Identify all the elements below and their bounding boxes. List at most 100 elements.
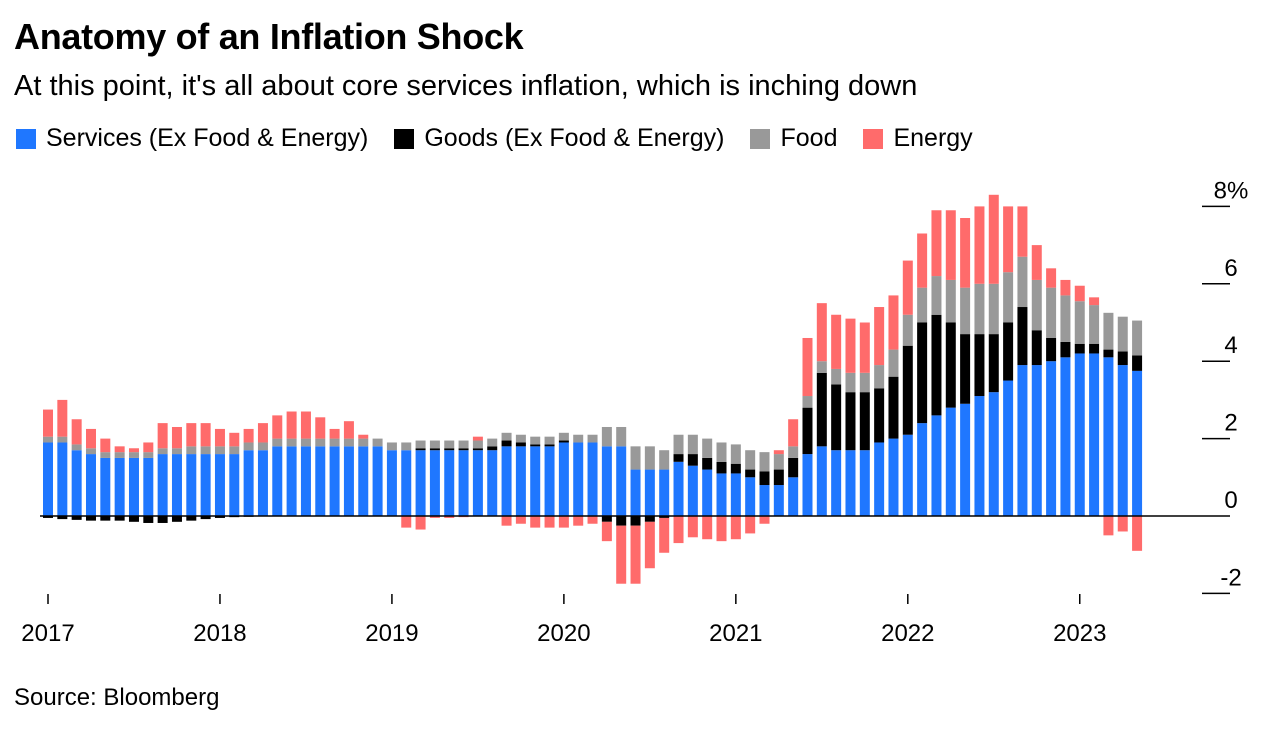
x-tick-label: 2021 <box>709 620 762 647</box>
bar-segment <box>257 423 268 443</box>
bar-segment <box>143 457 154 516</box>
bar-segment <box>501 446 512 516</box>
bar-segment <box>515 446 526 516</box>
bar-segment <box>286 446 297 516</box>
bar-segment <box>515 434 526 443</box>
bar-segment <box>530 444 541 447</box>
y-tick-label: -2 <box>1220 564 1241 591</box>
x-tick-label: 2020 <box>537 620 590 647</box>
bar-segment <box>487 446 498 451</box>
bar-segment <box>988 283 999 335</box>
bar-segment <box>931 276 942 315</box>
bar-segment <box>300 438 311 447</box>
bar-segment <box>472 436 483 441</box>
bar-segment <box>186 516 197 521</box>
bar-segment <box>888 376 899 439</box>
bar-segment <box>143 516 154 523</box>
bar-segment <box>157 454 168 516</box>
legend-item: Goods (Ex Food & Energy) <box>394 124 724 153</box>
bar-segment <box>759 452 770 472</box>
bar-segment <box>85 448 96 455</box>
bar-segment <box>745 450 756 470</box>
bar-segment <box>501 440 512 447</box>
bar-segment <box>816 303 827 362</box>
bar-segment <box>587 516 598 524</box>
bar-segment <box>745 477 756 516</box>
bar-segment <box>458 440 469 449</box>
bar-segment <box>401 516 412 528</box>
bar-segment <box>487 450 498 516</box>
bar-segment <box>1132 355 1143 371</box>
bar-segment <box>1046 287 1057 338</box>
bar-segment <box>43 516 53 518</box>
bar-segment <box>558 442 569 516</box>
bar-segment <box>272 415 283 439</box>
bar-segment <box>1089 305 1100 344</box>
y-tick-label: 2 <box>1224 410 1237 437</box>
bar-segment <box>200 423 211 447</box>
bar-segment <box>988 392 999 516</box>
bar-segment <box>816 372 827 447</box>
bar-segment <box>1132 516 1143 551</box>
bar-segment <box>85 428 96 449</box>
bar-segment <box>802 407 813 455</box>
bar-segment <box>515 442 526 447</box>
legend-swatch <box>750 128 771 149</box>
bar-segment <box>100 452 111 458</box>
bar-segment <box>702 438 713 458</box>
bar-segment <box>945 210 956 280</box>
bar-segment <box>444 516 455 518</box>
bar-segment <box>802 396 813 408</box>
bar-segment <box>888 349 899 377</box>
bar-segment <box>1017 307 1028 366</box>
bar-segment <box>888 438 899 516</box>
bar-segment <box>501 432 512 441</box>
legend-item: Services (Ex Food & Energy) <box>16 124 368 153</box>
bar-segment <box>802 337 813 397</box>
bar-segment <box>831 450 842 516</box>
bar-segment <box>171 448 182 455</box>
bar-segment <box>171 454 182 516</box>
bar-segment <box>1031 330 1042 366</box>
bar-segment <box>687 434 698 455</box>
bar-segment <box>816 446 827 516</box>
bar-segment <box>415 516 426 530</box>
x-tick-label: 2017 <box>21 620 74 647</box>
bar-segment <box>687 465 698 516</box>
bar-segment <box>859 322 870 373</box>
bar-segment <box>71 516 82 520</box>
bar-segment <box>315 438 326 447</box>
bar-segment <box>859 392 870 451</box>
bar-segment <box>659 516 670 518</box>
bar-segment <box>573 434 584 443</box>
bar-segment <box>343 421 354 439</box>
bar-segment <box>343 446 354 516</box>
bar-segment <box>200 516 211 520</box>
bar-segment <box>315 417 326 439</box>
bar-segment <box>1046 361 1057 516</box>
bar-segment <box>630 469 641 516</box>
bar-segment <box>945 322 956 408</box>
bar-segment <box>300 446 311 516</box>
bar-segment <box>630 446 641 470</box>
bar-segment <box>601 426 612 447</box>
bar-segment <box>114 457 125 516</box>
bar-segment <box>616 446 627 516</box>
legend-item: Food <box>750 124 837 153</box>
bar-segment <box>888 295 899 350</box>
bar-segment <box>243 450 254 516</box>
bar-segment <box>214 428 225 447</box>
bar-segment <box>1103 357 1114 516</box>
bar-segment <box>1003 272 1014 323</box>
bar-segment <box>358 446 369 516</box>
bar-segment <box>85 454 96 516</box>
bar-segment <box>874 307 885 366</box>
bar-segment <box>716 461 727 474</box>
bar-segment <box>214 454 225 516</box>
bar-segment <box>587 434 598 443</box>
bar-segment <box>171 426 182 449</box>
bar-segment <box>974 283 985 335</box>
bar-segment <box>444 450 455 516</box>
bar-segment <box>988 334 999 393</box>
bar-segment <box>788 477 799 516</box>
